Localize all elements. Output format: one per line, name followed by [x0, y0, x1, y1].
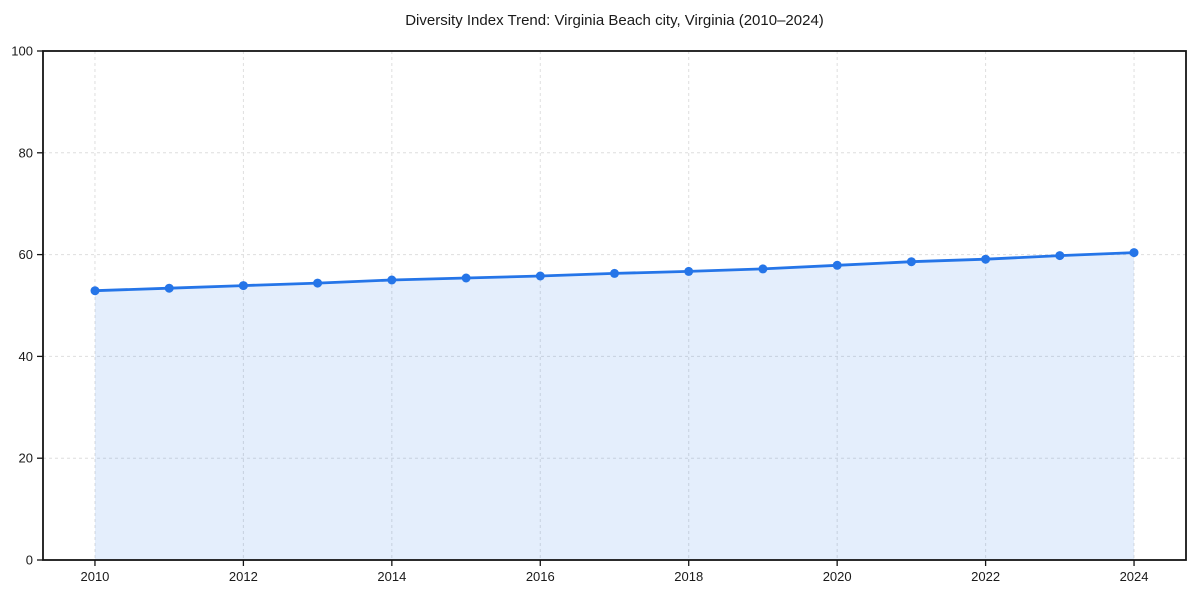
y-axis-tick-label: 0 [26, 553, 33, 568]
y-axis-tick-label: 100 [11, 44, 33, 59]
data-point [90, 286, 100, 296]
data-point [610, 268, 619, 278]
data-point [906, 257, 916, 267]
y-axis-tick-label: 40 [19, 349, 33, 364]
chart-title: Diversity Index Trend: Virginia Beach ci… [405, 12, 824, 29]
data-point [313, 278, 323, 288]
area-fill [95, 252, 1134, 560]
x-axis-tick-label: 2014 [377, 569, 406, 584]
data-point [387, 275, 397, 285]
data-point [832, 260, 842, 270]
x-axis-tick-label: 2022 [971, 569, 1000, 584]
data-point [164, 283, 174, 293]
data-point [684, 266, 694, 276]
plot-border [42, 50, 1187, 561]
data-point [758, 264, 768, 274]
x-axis-tick-label: 2020 [823, 569, 852, 584]
x-axis-tick-label: 2010 [80, 569, 109, 584]
x-axis-tick-label: 2024 [1120, 569, 1149, 584]
y-axis-tick-label: 20 [19, 451, 33, 466]
data-point [981, 254, 991, 264]
y-axis-tick-label: 80 [19, 145, 33, 160]
x-axis-tick-label: 2016 [526, 569, 555, 584]
y-axis-tick-label: 60 [19, 247, 33, 262]
data-point [238, 281, 248, 291]
data-point [535, 271, 545, 281]
x-axis-tick-label: 2012 [229, 569, 258, 584]
data-point [1055, 251, 1065, 261]
data-point [1129, 248, 1139, 258]
x-axis-tick-label: 2018 [674, 569, 703, 584]
data-point [461, 273, 471, 283]
